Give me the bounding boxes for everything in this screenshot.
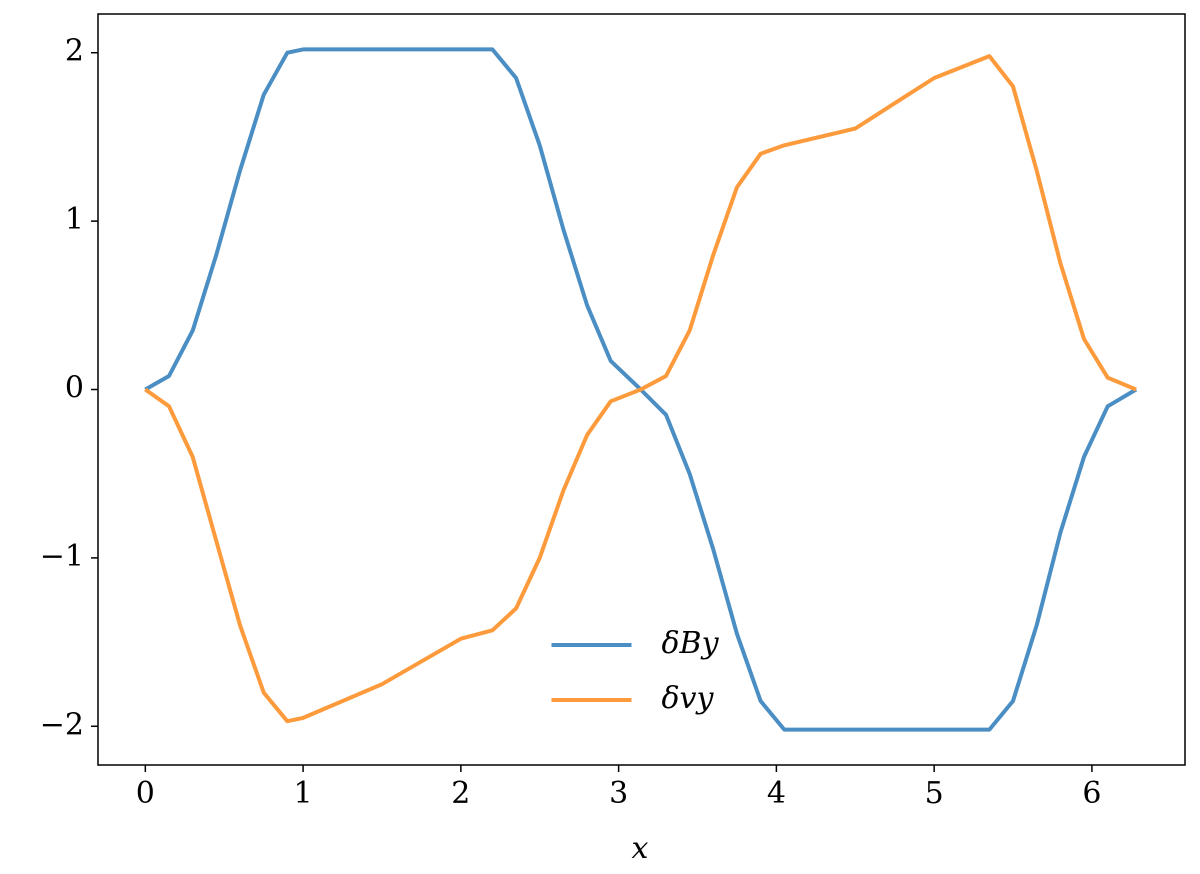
x-axis-label: x <box>632 831 649 866</box>
x-tick-label: 2 <box>451 776 470 811</box>
legend-label: δvy <box>662 681 715 716</box>
line-series <box>144 47 1138 732</box>
y-tick-label: −2 <box>40 707 84 742</box>
x-tick-label: 0 <box>136 776 155 811</box>
plot-frame <box>97 13 1186 766</box>
line-series <box>144 54 1137 724</box>
x-tick-label: 4 <box>767 776 786 811</box>
x-tick-label: 1 <box>294 776 313 811</box>
x-tick-label: 5 <box>925 776 944 811</box>
legend-label: δBy <box>662 626 720 661</box>
y-tick-label: 2 <box>65 34 84 69</box>
y-tick-label: −1 <box>40 539 84 574</box>
y-tick-label: 0 <box>65 371 84 406</box>
x-tick-label: 3 <box>609 776 628 811</box>
y-tick-label: 1 <box>65 202 84 237</box>
x-tick-label: 6 <box>1082 776 1101 811</box>
